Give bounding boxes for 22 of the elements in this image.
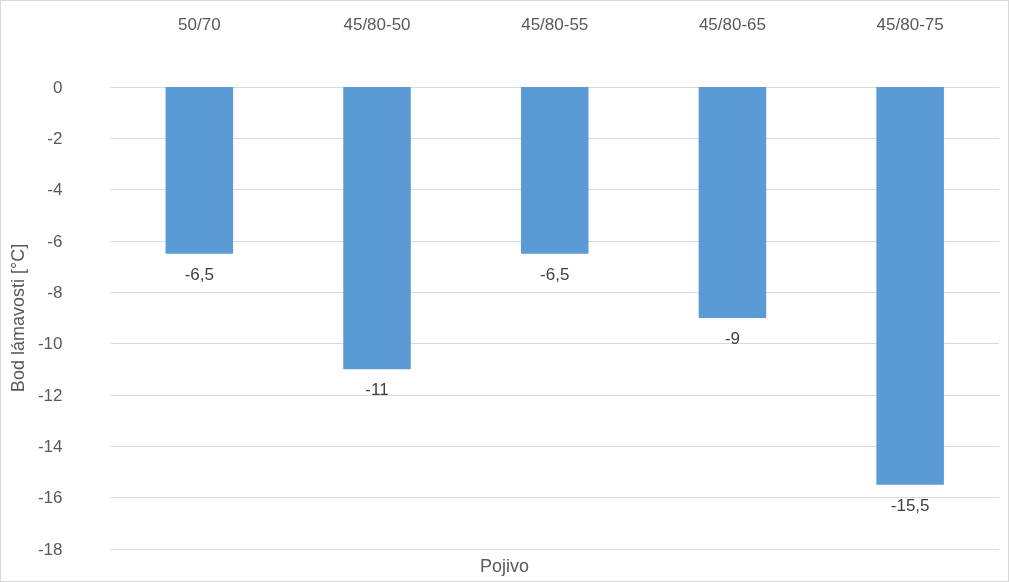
data-label: -6,5 xyxy=(540,264,570,284)
data-label: -11 xyxy=(365,380,389,400)
y-tick-label: -10 xyxy=(37,334,63,354)
x-tick-label: 45/80-50 xyxy=(343,15,411,34)
data-label: -15,5 xyxy=(890,495,930,515)
y-tick-label: -12 xyxy=(37,385,63,405)
y-tick-label: -8 xyxy=(47,282,63,302)
y-tick-label: -14 xyxy=(37,436,63,456)
y-tick-label: -16 xyxy=(37,488,63,508)
y-tick-label: -4 xyxy=(47,180,63,200)
y-axis-title: Bod lámavosti [°C] xyxy=(8,243,28,393)
data-label: -6,5 xyxy=(184,264,214,284)
y-tick-label: -6 xyxy=(47,231,63,251)
x-tick-label: 45/80-55 xyxy=(521,15,589,34)
x-axis-title: Pojivo xyxy=(479,556,530,576)
y-tick-label: -18 xyxy=(37,539,63,559)
y-tick-label: 0 xyxy=(53,77,63,97)
x-tick-label: 45/80-65 xyxy=(698,15,766,34)
data-label: -9 xyxy=(724,329,740,348)
x-tick-label: 45/80-75 xyxy=(876,15,944,34)
x-tick-label: 50/70 xyxy=(178,15,221,34)
y-tick-label: -2 xyxy=(47,128,63,148)
